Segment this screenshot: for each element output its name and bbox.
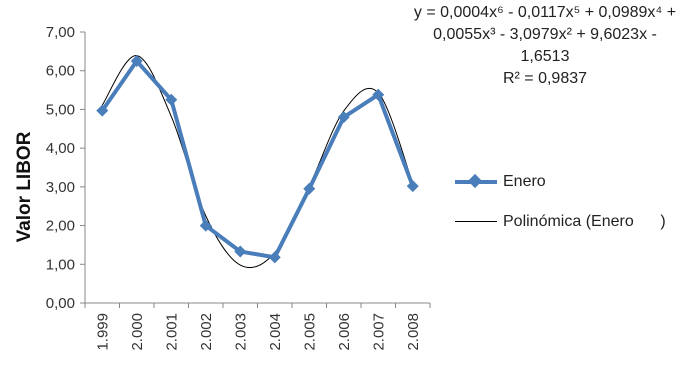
legend: Enero Polinómica (Enero ) [455,168,666,248]
x-tick-label: 2.001 [163,313,180,351]
y-tick-label: 3,00 [46,179,75,196]
series-group [96,55,419,264]
equation-line-2: 0,0055x³ - 3,0979x² + 9,6023x - [433,26,657,43]
legend-item-enero: Enero [455,168,666,196]
x-tick-label: 2.000 [129,313,146,351]
data-point-marker [372,88,385,101]
x-tick-label: 1.999 [94,313,111,351]
data-point-marker [268,251,281,264]
trendline-path [101,55,414,269]
equation-line-1: y = 0,0004x⁶ - 0,0117x⁵ + 0,0989x⁴ + [413,4,677,21]
legend-label-trendline: Polinómica (Enero ) [503,213,666,230]
y-tick-label: 6,00 [46,63,75,80]
trendline-equation: y = 0,0004x⁶ - 0,0117x⁵ + 0,0989x⁴ + 0,0… [395,2,695,90]
x-tick-label: 2.008 [405,313,422,351]
x-tick-label: 2.006 [336,313,353,351]
legend-swatch-enero [455,172,497,192]
x-axis: 1.999 2.000 2.001 2.002 2.003 2.004 2.005 2.006… [84,302,431,351]
trendline-group [101,55,414,269]
y-tick-label: 1,00 [46,256,75,273]
x-tick-label: 2.003 [232,313,249,351]
series-line-enero [100,59,415,260]
data-point-marker [234,245,247,258]
y-tick-label: 2,00 [46,218,75,235]
data-point-marker [406,180,419,193]
y-axis: 0,00 1,00 2,00 3,00 4,00 5,00 6,00 7,00 [46,24,86,312]
x-tick-label: 2.002 [198,313,215,351]
equation-line-3: 1,6513 [520,48,570,65]
data-point-marker [96,104,109,117]
x-tick-label: 2.005 [301,313,318,351]
data-point-marker [199,219,212,232]
x-tick-label: 2.004 [267,313,284,351]
x-tick-label: 2.007 [370,313,387,351]
data-point-marker [337,111,350,124]
y-tick-label: 4,00 [46,140,75,157]
legend-item-trendline: Polinómica (Enero ) [455,208,666,236]
legend-label-enero: Enero [503,173,546,190]
data-point-marker [303,182,316,195]
data-point-marker [165,93,178,106]
legend-swatch-trendline [455,212,497,232]
y-axis-label: Valor LIBOR [14,131,35,242]
y-tick-label: 0,00 [46,295,75,312]
data-point-marker [130,55,143,68]
y-tick-label: 7,00 [46,24,75,41]
y-tick-label: 5,00 [46,101,75,118]
r-squared: R² = 0,9837 [502,70,588,87]
